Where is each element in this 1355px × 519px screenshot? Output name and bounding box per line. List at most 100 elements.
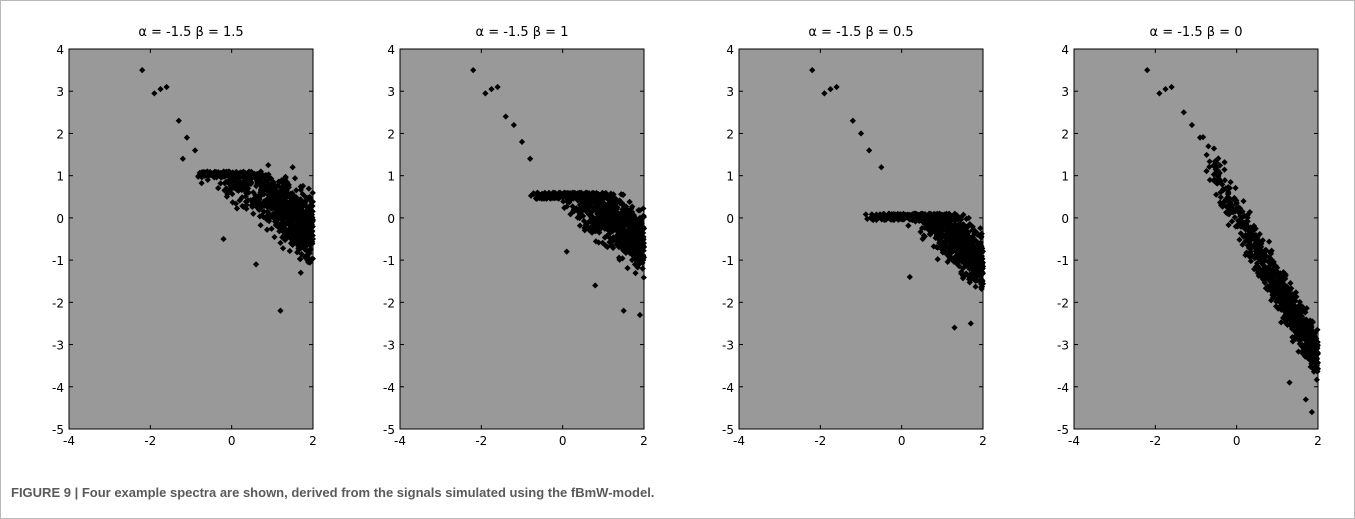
data-point <box>163 83 170 91</box>
x-tick-label: 2 <box>1314 434 1322 448</box>
data-point <box>252 261 260 268</box>
y-tick-label: 0 <box>387 212 395 226</box>
y-tick-label: 1 <box>1061 170 1069 184</box>
x-tick-label: -2 <box>814 434 826 448</box>
panel-title: α = -1.5 β = 0.5 <box>808 25 913 40</box>
x-tick-label: 0 <box>228 434 236 448</box>
y-tick-label: 1 <box>726 170 734 184</box>
data-point <box>204 173 212 180</box>
y-tick-label: -4 <box>52 381 64 395</box>
data-point <box>191 147 199 154</box>
data-point <box>278 209 285 217</box>
y-tick-label: -3 <box>383 339 395 353</box>
x-tick-label: -2 <box>475 434 487 448</box>
panel-title: α = -1.5 β = 1 <box>476 25 569 40</box>
y-tick-label: -5 <box>52 423 64 437</box>
data-point <box>295 202 302 209</box>
axes-background <box>68 48 314 430</box>
data-point <box>245 180 253 188</box>
x-tick-label: -4 <box>394 434 406 448</box>
data-point <box>218 171 225 178</box>
x-tick-label: -4 <box>1068 434 1080 448</box>
data-point <box>242 169 249 177</box>
y-tick-label: 3 <box>387 85 395 99</box>
y-tick-label: -3 <box>722 339 734 353</box>
y-tick-label: -2 <box>722 296 734 310</box>
data-point <box>256 203 264 210</box>
data-point <box>227 183 234 190</box>
data-point <box>268 225 275 232</box>
data-point <box>297 269 304 276</box>
x-tick-label: -4 <box>733 434 745 448</box>
y-tick-label: 4 <box>726 43 734 57</box>
data-point <box>271 188 278 195</box>
data-point <box>212 172 219 180</box>
y-tick-label: -2 <box>1057 296 1069 310</box>
y-tick-label: -3 <box>52 339 64 353</box>
y-tick-label: 4 <box>387 43 395 57</box>
x-tick-label: 2 <box>979 434 987 448</box>
y-tick-label: 2 <box>726 127 734 141</box>
data-point <box>175 117 182 124</box>
x-tick-label: 0 <box>898 434 906 448</box>
data-point <box>248 173 256 180</box>
data-point <box>249 203 256 210</box>
caption-text: Four example spectra are shown, derived … <box>81 485 655 500</box>
y-tick-label: 0 <box>726 212 734 226</box>
y-tick-label: 0 <box>1061 212 1069 226</box>
y-tick-label: 2 <box>56 127 64 141</box>
data-point <box>243 205 250 212</box>
data-point <box>198 180 205 187</box>
y-tick-label: -4 <box>383 381 395 395</box>
y-tick-label: 2 <box>1061 127 1069 141</box>
data-point <box>305 256 312 263</box>
data-point <box>157 85 164 93</box>
data-point <box>227 186 234 194</box>
y-tick-label: 1 <box>387 170 395 184</box>
y-tick-label: -1 <box>722 254 734 268</box>
y-tick-label: 3 <box>1061 85 1069 99</box>
x-tick-label: -4 <box>63 434 75 448</box>
data-point <box>243 189 250 197</box>
y-tick-label: -1 <box>52 254 64 268</box>
data-point <box>245 197 252 204</box>
data-point <box>217 180 224 187</box>
data-point <box>277 307 284 314</box>
y-tick-label: 3 <box>56 85 64 99</box>
x-tick-label: -2 <box>1149 434 1161 448</box>
data-point <box>179 155 186 162</box>
y-tick-label: 4 <box>56 43 64 57</box>
y-tick-label: 2 <box>387 127 395 141</box>
y-tick-label: -1 <box>1057 254 1069 268</box>
x-tick-label: 0 <box>1233 434 1241 448</box>
data-point <box>620 307 627 314</box>
data-point <box>624 265 631 272</box>
y-tick-label: -2 <box>383 296 395 310</box>
data-point <box>215 185 222 192</box>
data-point <box>253 199 260 206</box>
data-point <box>289 164 296 171</box>
data-point <box>297 256 304 263</box>
figure-caption: FIGURE 9 | Four example spectra are show… <box>11 485 654 500</box>
data-point <box>252 193 260 200</box>
y-tick-label: -3 <box>1057 339 1069 353</box>
y-tick-label: 4 <box>1061 43 1069 57</box>
caption-label: FIGURE 9 | <box>11 485 79 500</box>
data-point <box>293 187 300 194</box>
data-point <box>274 214 281 221</box>
panel-title: α = -1.5 β = 0 <box>1150 25 1243 40</box>
data-point <box>151 90 158 97</box>
y-tick-label: 3 <box>726 85 734 99</box>
y-tick-label: 0 <box>56 212 64 226</box>
y-tick-label: -5 <box>383 423 395 437</box>
data-point <box>287 240 295 247</box>
axes-background <box>399 48 645 430</box>
y-tick-label: -2 <box>52 296 64 310</box>
y-tick-label: 1 <box>56 170 64 184</box>
x-tick-label: -2 <box>144 434 156 448</box>
x-tick-label: 0 <box>559 434 567 448</box>
